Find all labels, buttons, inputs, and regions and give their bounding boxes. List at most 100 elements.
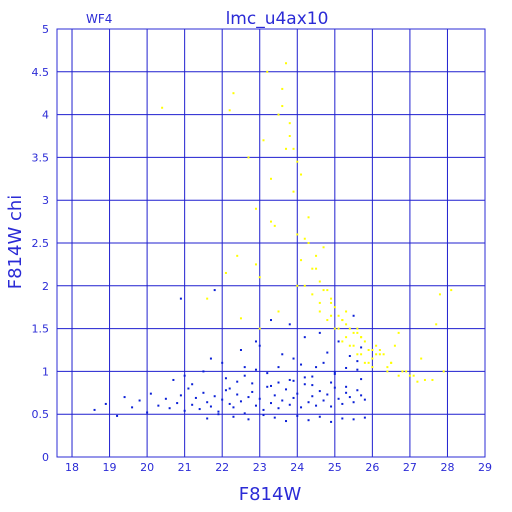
data-point	[123, 396, 126, 399]
data-point	[213, 289, 216, 292]
data-point	[157, 404, 160, 407]
data-point	[412, 374, 415, 377]
data-point	[179, 394, 182, 397]
data-point	[360, 394, 363, 397]
data-point	[254, 404, 257, 407]
data-point	[104, 402, 107, 405]
data-point	[326, 351, 329, 354]
data-point	[315, 267, 318, 270]
data-point	[367, 349, 370, 351]
data-point	[348, 396, 351, 399]
data-point	[326, 319, 329, 322]
data-point	[333, 306, 336, 309]
data-point	[318, 390, 321, 393]
data-point	[300, 406, 303, 409]
series-blue	[93, 289, 366, 423]
data-point	[93, 408, 96, 411]
data-point	[352, 331, 355, 334]
data-point	[288, 378, 291, 381]
data-point	[296, 160, 299, 163]
data-point	[435, 323, 438, 326]
data-point	[161, 106, 164, 109]
y-tick-label: 3.5	[32, 151, 50, 164]
data-point	[247, 156, 250, 159]
data-point	[236, 380, 239, 383]
data-point	[330, 314, 333, 317]
data-point	[386, 366, 389, 369]
data-point	[416, 380, 419, 383]
y-tick-label: 0	[42, 451, 49, 464]
y-tick-label: 2.5	[32, 237, 50, 250]
data-point	[236, 393, 239, 396]
data-point	[326, 393, 329, 396]
data-point	[341, 402, 344, 405]
data-point	[206, 297, 209, 300]
x-tick-label: 21	[178, 461, 192, 474]
data-point	[179, 297, 182, 300]
data-point	[333, 327, 336, 330]
data-point	[285, 420, 288, 423]
data-point	[194, 396, 197, 399]
data-point	[352, 401, 355, 404]
data-point	[341, 417, 344, 420]
y-tick-label: 4.5	[32, 66, 50, 79]
data-point	[360, 353, 363, 356]
data-point	[254, 340, 257, 343]
data-point	[232, 406, 235, 409]
data-point	[296, 233, 299, 236]
y-axis-label: F814W chi	[5, 195, 26, 290]
data-point	[420, 357, 423, 360]
data-point	[221, 398, 224, 401]
data-point	[277, 366, 280, 369]
data-point	[352, 418, 355, 421]
data-point	[375, 344, 378, 347]
data-point	[285, 388, 288, 391]
x-tick-label: 28	[440, 461, 454, 474]
data-point	[300, 363, 303, 366]
data-point	[270, 384, 272, 387]
data-point	[288, 135, 291, 137]
data-point	[345, 323, 348, 326]
data-point	[311, 267, 314, 270]
data-point	[292, 379, 295, 382]
data-point	[345, 391, 348, 394]
data-point	[273, 394, 276, 397]
data-point	[277, 407, 280, 410]
data-point	[348, 354, 351, 357]
data-point	[266, 372, 269, 375]
data-point	[330, 381, 333, 384]
y-tick-label: 4	[42, 109, 49, 122]
data-point	[191, 383, 194, 386]
data-point	[318, 280, 321, 283]
data-point	[311, 293, 314, 296]
data-point	[254, 263, 257, 266]
data-point	[277, 113, 280, 116]
data-point	[337, 397, 340, 400]
data-point	[239, 317, 242, 320]
data-point	[318, 331, 321, 334]
data-point	[371, 349, 374, 351]
data-point	[266, 70, 269, 73]
data-point	[450, 289, 453, 292]
data-point	[224, 377, 227, 380]
data-point	[352, 344, 355, 347]
x-axis-label: F814W	[239, 484, 302, 505]
data-point	[363, 361, 366, 364]
data-point	[356, 360, 359, 363]
data-point	[318, 301, 321, 304]
data-point	[266, 385, 269, 388]
data-point	[401, 370, 404, 373]
data-point	[363, 340, 366, 343]
x-tick-label: 25	[328, 461, 342, 474]
data-point	[277, 381, 280, 384]
data-point	[209, 405, 212, 408]
data-point	[303, 284, 306, 287]
data-point	[217, 413, 220, 416]
data-point	[281, 87, 284, 90]
data-point	[333, 372, 336, 375]
data-point	[333, 371, 336, 374]
data-point	[438, 293, 441, 296]
data-point	[330, 301, 333, 304]
data-point	[360, 336, 363, 339]
data-point	[367, 361, 370, 364]
